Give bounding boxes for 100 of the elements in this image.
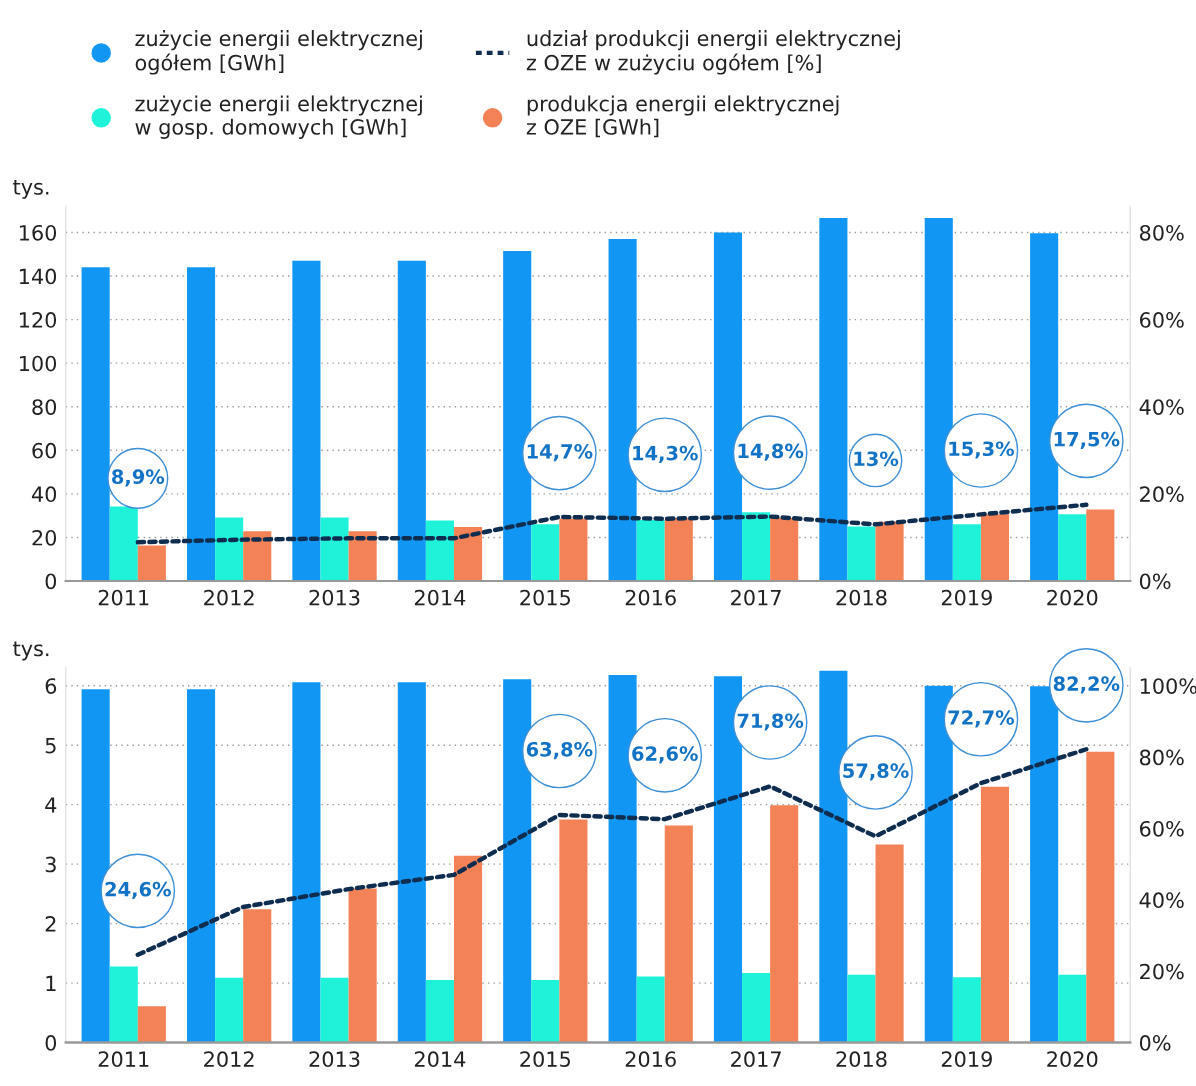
y-tick-label: 80 <box>32 399 57 415</box>
bar <box>819 218 848 582</box>
bar <box>636 520 665 582</box>
bar <box>1086 751 1115 1043</box>
bar <box>348 531 377 582</box>
bar <box>81 267 110 582</box>
y2-tick-label: 40% <box>1139 892 1184 909</box>
bar <box>742 972 771 1043</box>
data-label: 14,3% <box>633 445 698 463</box>
bar <box>1086 509 1115 582</box>
bar <box>664 825 693 1043</box>
data-label: 14,7% <box>527 444 593 462</box>
y-tick-label: 20 <box>32 529 57 546</box>
legend-label: udział produkcji energii elektrycznej z OZE w zużyciu ogółem [%] <box>526 30 900 75</box>
x-tick-label: 2014 <box>414 589 466 606</box>
bar <box>453 526 483 582</box>
data-label: 13% <box>854 451 899 467</box>
bar <box>636 976 665 1043</box>
bar <box>320 977 349 1043</box>
y-tick-label: 0 <box>45 573 57 590</box>
y-tick-label: 1 <box>46 975 56 991</box>
y-tick-label: 40 <box>31 486 57 503</box>
data-label: 15,3% <box>949 441 1015 459</box>
bar <box>215 517 244 582</box>
bar <box>215 977 244 1043</box>
x-tick-label: 2018 <box>836 1051 887 1068</box>
bar <box>137 1006 166 1043</box>
legend-label: zużycie energii elektrycznej w gosp. domowych [GWh] <box>135 95 422 139</box>
data-label: 57,8% <box>843 763 909 781</box>
x-tick-label: 2017 <box>731 1051 781 1068</box>
y2-tick-label: 0% <box>1139 1035 1171 1051</box>
bar <box>186 689 216 1043</box>
x-tick-label: 2014 <box>414 1051 466 1068</box>
legend-label: zużycie energii elektrycznej ogółem [GWh] <box>135 30 422 75</box>
data-label: 24,6% <box>105 881 171 900</box>
x-tick-label: 2011 <box>98 589 149 606</box>
x-tick-label: 2012 <box>204 1051 254 1068</box>
bar <box>109 966 138 1043</box>
bar <box>664 518 693 582</box>
bar <box>243 531 272 582</box>
bar <box>875 844 904 1043</box>
bar <box>397 260 426 582</box>
bar <box>952 524 981 582</box>
x-tick-label: 2020 <box>1047 1051 1098 1068</box>
y2-tick-label: 20% <box>1140 963 1184 980</box>
data-label: 63,8% <box>526 741 593 760</box>
bar <box>453 855 483 1043</box>
x-tick-label: 2011 <box>98 1051 149 1068</box>
x-tick-label: 2015 <box>520 589 570 606</box>
y-tick-label: 60 <box>32 442 57 459</box>
y-tick-label: 6 <box>45 678 57 694</box>
x-tick-label: 2016 <box>625 589 676 606</box>
bar <box>1058 974 1087 1043</box>
x-tick-label: 2017 <box>731 589 781 606</box>
x-tick-label: 2020 <box>1047 589 1098 606</box>
y-tick-label: 5 <box>45 737 56 754</box>
x-tick-label: 2013 <box>309 1051 360 1068</box>
bar <box>1058 514 1087 582</box>
y-tick-label: 140 <box>19 268 57 285</box>
bar <box>348 888 377 1043</box>
bar <box>980 514 1010 582</box>
y2-tick-label: 0% <box>1139 573 1171 590</box>
x-tick-label: 2018 <box>836 589 887 606</box>
bar <box>559 518 588 582</box>
data-label: 17,5% <box>1054 431 1120 450</box>
y2-tick-label: 40% <box>1139 399 1184 415</box>
y-tick-label: 4 <box>45 797 57 813</box>
bar <box>952 977 981 1043</box>
x-tick-label: 2016 <box>625 1051 676 1068</box>
y-tick-label: 120 <box>19 312 57 328</box>
bar <box>742 512 771 582</box>
data-label: 62,6% <box>632 746 698 764</box>
bar <box>425 980 454 1043</box>
line-series <box>135 502 1089 545</box>
bar <box>559 819 588 1043</box>
y-axis-title: tys. <box>13 641 49 661</box>
x-tick-label: 2012 <box>204 589 254 606</box>
bar <box>531 980 560 1043</box>
bar <box>186 267 216 582</box>
bar <box>397 682 426 1043</box>
data-label: 82,2% <box>1053 676 1120 694</box>
x-tick-label: 2019 <box>941 1051 992 1068</box>
data-label: 14,8% <box>738 443 804 461</box>
y-tick-label: 160 <box>19 224 57 241</box>
bar <box>320 517 349 582</box>
y2-tick-label: 80% <box>1139 749 1184 766</box>
y-tick-label: 3 <box>45 856 56 873</box>
bar <box>243 909 272 1043</box>
y2-tick-label: 100% <box>1140 678 1196 694</box>
bar <box>770 805 799 1043</box>
y-tick-label: 2 <box>45 916 56 932</box>
y2-tick-label: 60% <box>1140 312 1184 328</box>
bar <box>875 521 904 582</box>
bar <box>292 682 321 1043</box>
bar <box>847 974 876 1043</box>
y-tick-label: 100 <box>19 355 57 372</box>
bar <box>980 786 1010 1043</box>
y-axis-title: tys. <box>13 179 49 199</box>
data-label: 72,7% <box>948 710 1015 728</box>
y2-tick-label: 60% <box>1140 820 1184 837</box>
